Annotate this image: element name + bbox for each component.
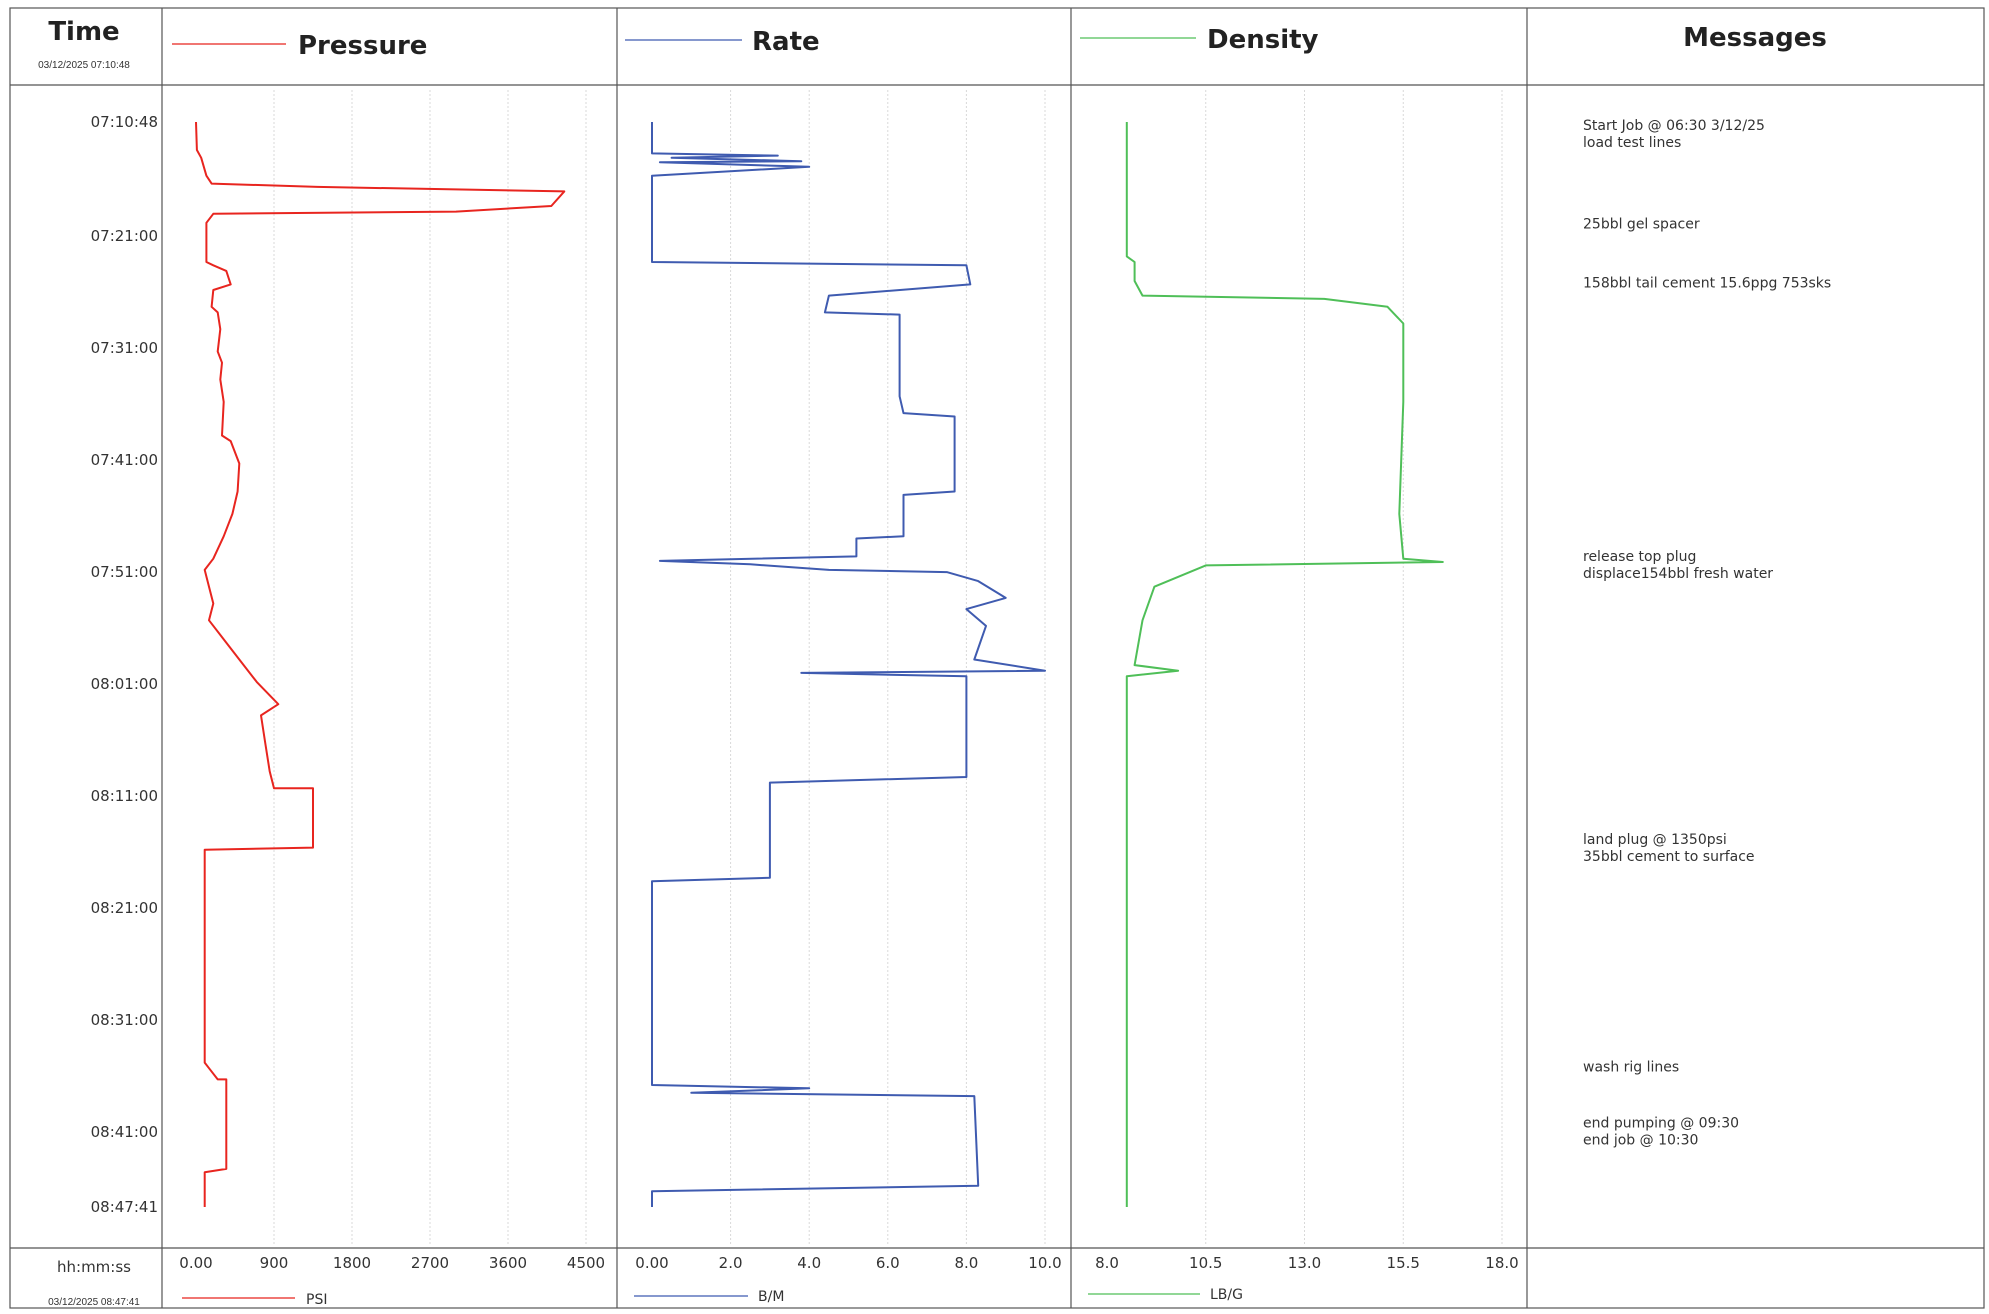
value-tick-label: 0.00 <box>635 1254 668 1272</box>
value-axes: 0.00 900 1800 2700 3600 4500 0.00 2.0 4.0 6.0 8.0 1… <box>179 1254 1518 1272</box>
pressure-series-line <box>195 121 566 1207</box>
message-line: land plug @ 1350psi <box>1583 832 1727 848</box>
time-tick-label: 08:11:00 <box>91 787 158 805</box>
rate-series-line <box>651 122 1046 1207</box>
value-tick-label: 10.5 <box>1189 1254 1222 1272</box>
chart-frame <box>9 7 1985 1309</box>
time-axis: 07:10:48 07:21:00 07:31:00 07:41:00 07:51:00… <box>91 113 158 1216</box>
time-tick-label: 08:21:00 <box>91 899 158 917</box>
density-unit: LB/G <box>1210 1287 1243 1303</box>
time-tick-label: 08:47:41 <box>91 1198 158 1216</box>
value-tick-label: 15.5 <box>1387 1254 1420 1272</box>
value-tick-label: 13.0 <box>1288 1254 1321 1272</box>
density-title: Density <box>1207 25 1319 55</box>
value-tick-label: 2.0 <box>719 1254 743 1272</box>
rate-unit: B/M <box>758 1289 784 1305</box>
time-tick-label: 07:51:00 <box>91 563 158 581</box>
value-tick-label: 18.0 <box>1485 1254 1518 1272</box>
message-line: end job @ 10:30 <box>1583 1133 1698 1149</box>
time-tick-label: 08:41:00 <box>91 1123 158 1141</box>
density-series-line <box>1125 122 1444 1207</box>
time-tick-label: 08:31:00 <box>91 1011 158 1029</box>
time-unit-label: hh:mm:ss <box>57 1258 131 1276</box>
value-tick-label: 8.0 <box>954 1254 978 1272</box>
value-tick-label: 900 <box>260 1254 289 1272</box>
series-layer <box>195 121 1444 1207</box>
value-tick-label: 4500 <box>567 1254 605 1272</box>
message-line: 158bbl tail cement 15.6ppg 753sks <box>1583 276 1831 292</box>
time-title: Time <box>48 17 119 47</box>
pressure-unit: PSI <box>306 1292 327 1308</box>
grid-layer <box>273 90 1503 1244</box>
time-tick-label: 08:01:00 <box>91 675 158 693</box>
rate-title: Rate <box>752 27 820 57</box>
value-tick-label: 1800 <box>333 1254 371 1272</box>
time-tick-label: 07:31:00 <box>91 339 158 357</box>
value-tick-label: 0.00 <box>179 1254 212 1272</box>
message-line: wash rig lines <box>1583 1060 1679 1076</box>
value-tick-label: 8.0 <box>1095 1254 1119 1272</box>
value-tick-label: 6.0 <box>876 1254 900 1272</box>
value-tick-label: 4.0 <box>797 1254 821 1272</box>
message-line: end pumping @ 09:30 <box>1583 1116 1739 1132</box>
messages-title: Messages <box>1683 23 1827 53</box>
time-tick-label: 07:10:48 <box>91 113 158 131</box>
message-line: Start Job @ 06:30 3/12/25 <box>1583 118 1765 134</box>
value-tick-label: 3600 <box>489 1254 527 1272</box>
message-line: displace154bbl fresh water <box>1583 566 1773 582</box>
time-tick-label: 07:21:00 <box>91 227 158 245</box>
end-timestamp: 03/12/2025 08:47:41 <box>48 1297 140 1308</box>
time-tick-label: 07:41:00 <box>91 451 158 469</box>
message-line: load test lines <box>1583 135 1681 151</box>
value-tick-label: 2700 <box>411 1254 449 1272</box>
message-line: release top plug <box>1583 549 1696 565</box>
message-line: 35bbl cement to surface <box>1583 849 1755 865</box>
pressure-title: Pressure <box>298 31 427 61</box>
value-tick-label: 10.0 <box>1028 1254 1061 1272</box>
start-timestamp: 03/12/2025 07:10:48 <box>38 60 130 71</box>
message-line: 25bbl gel spacer <box>1583 216 1700 232</box>
